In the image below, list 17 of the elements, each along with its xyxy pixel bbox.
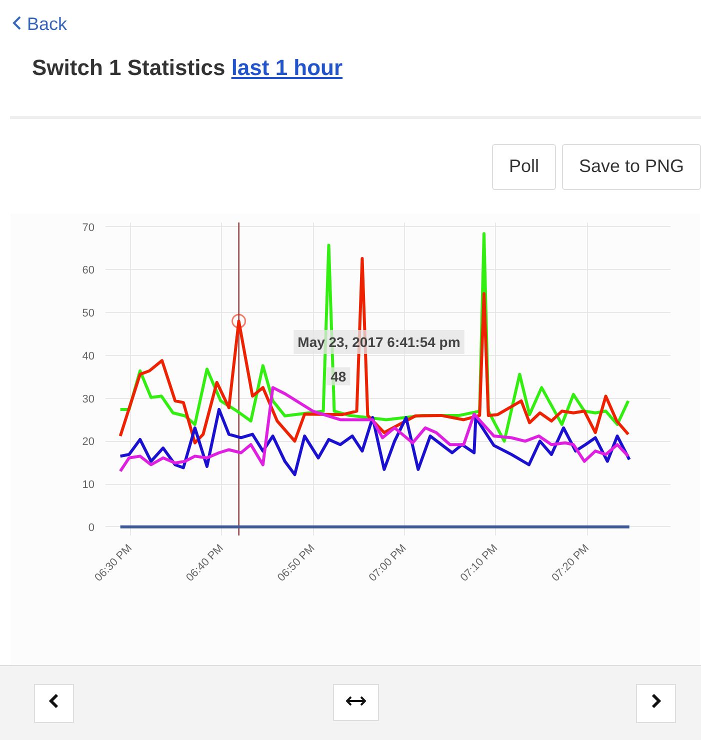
chart-title: Switch 1 Statistics <box>32 55 226 80</box>
y-tick-label: 20 <box>82 436 95 448</box>
y-tick-label: 30 <box>82 393 95 406</box>
y-tick-label: 10 <box>82 479 95 492</box>
y-tick-label: 70 <box>82 222 95 234</box>
text: Poll <box>492 144 556 190</box>
y-tick-label: 50 <box>82 308 95 320</box>
annotation: 48 <box>330 368 346 384</box>
chart-subtitle: last 1 hour <box>231 55 343 80</box>
line-series <box>118 408 631 476</box>
annotation: May 23, 2017 6:41:54 pm <box>298 334 460 350</box>
y-tick-label: 60 <box>82 264 95 277</box>
y-tick-label: 0 <box>88 522 95 534</box>
text: Save to PNG <box>562 144 701 190</box>
line-series <box>118 386 630 473</box>
y-tick-label: 40 <box>82 350 95 362</box>
text: Back <box>26 13 68 36</box>
